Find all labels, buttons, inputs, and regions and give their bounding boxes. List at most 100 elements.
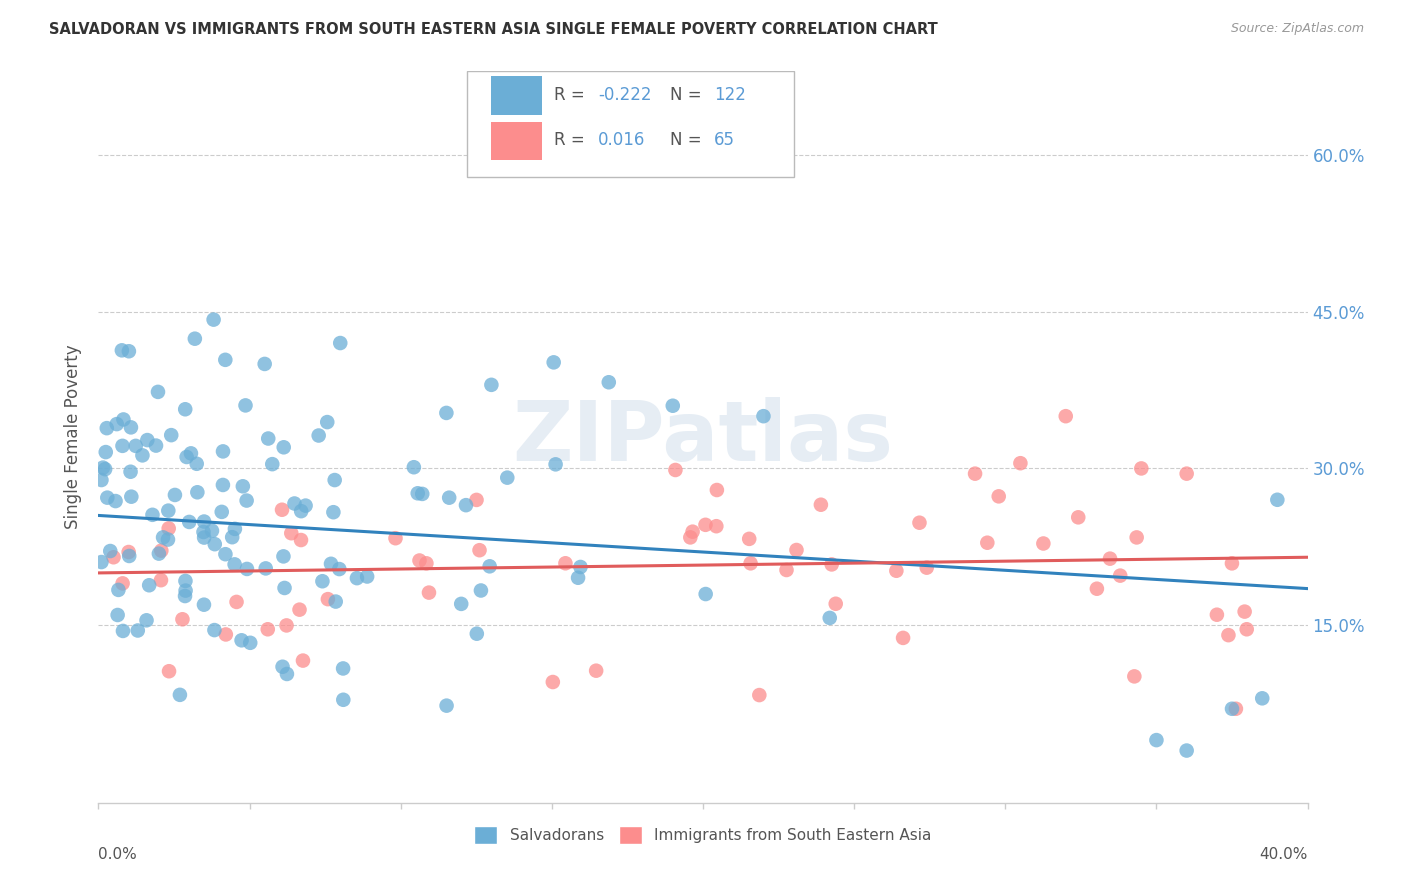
Point [1010, 456, 1032, 470]
Point [1175, 467, 1198, 481]
Point [470, 583, 492, 598]
Point [276, 667, 298, 681]
Point [111, 439, 134, 453]
Point [481, 377, 503, 392]
Point [157, 521, 180, 535]
Point [273, 440, 295, 454]
Point [180, 446, 202, 460]
Point [111, 343, 134, 358]
Text: 122: 122 [714, 86, 745, 103]
Point [193, 531, 215, 545]
Point [160, 428, 183, 442]
Point [235, 398, 257, 412]
Point [418, 585, 440, 599]
Text: R =: R = [554, 86, 591, 103]
Point [1218, 628, 1240, 642]
Point [965, 467, 987, 481]
Text: Source: ZipAtlas.com: Source: ZipAtlas.com [1230, 22, 1364, 36]
Point [288, 602, 311, 616]
Point [212, 444, 235, 458]
Point [215, 627, 238, 641]
Text: ZIPatlas: ZIPatlas [513, 397, 893, 477]
Point [235, 493, 257, 508]
Point [695, 517, 717, 532]
Point [214, 352, 236, 367]
Point [319, 557, 342, 571]
FancyBboxPatch shape [467, 71, 793, 178]
Point [316, 415, 339, 429]
Point [738, 532, 761, 546]
Point [212, 478, 235, 492]
Point [328, 562, 350, 576]
Point [695, 587, 717, 601]
Point [346, 571, 368, 585]
Point [174, 574, 197, 588]
Point [1220, 702, 1243, 716]
Point [94, 445, 117, 459]
Point [1220, 557, 1243, 571]
Point [186, 457, 208, 471]
Point [356, 569, 378, 583]
Point [976, 535, 998, 549]
Point [273, 549, 295, 564]
Point [478, 559, 501, 574]
Point [329, 336, 352, 351]
Point [107, 607, 129, 622]
Point [598, 376, 620, 390]
Point [98, 544, 121, 558]
Point [120, 465, 142, 479]
Point [131, 449, 153, 463]
Point [1125, 530, 1147, 544]
Text: 40.0%: 40.0% [1260, 847, 1308, 862]
Point [554, 556, 576, 570]
Point [311, 574, 333, 589]
Point [201, 524, 224, 538]
Point [225, 595, 247, 609]
Point [1225, 702, 1247, 716]
Point [111, 576, 134, 591]
Point [193, 598, 215, 612]
Point [105, 417, 128, 431]
Point [437, 491, 460, 505]
Point [163, 488, 186, 502]
Point [211, 505, 233, 519]
Point [111, 624, 134, 638]
Text: R =: R = [554, 131, 591, 150]
Point [138, 578, 160, 592]
Point [91, 460, 114, 475]
Point [818, 611, 841, 625]
Point [290, 504, 312, 518]
Point [1032, 536, 1054, 550]
Point [316, 592, 339, 607]
Point [90, 473, 112, 487]
Point [987, 489, 1010, 503]
Point [408, 553, 430, 567]
Point [193, 515, 215, 529]
Legend: Salvadorans, Immigrants from South Eastern Asia: Salvadorans, Immigrants from South Easte… [468, 820, 938, 850]
Point [236, 562, 259, 576]
Point [661, 399, 683, 413]
Point [174, 583, 197, 598]
Point [157, 664, 180, 678]
Text: N =: N = [671, 86, 707, 103]
Point [325, 594, 347, 608]
Point [1233, 605, 1256, 619]
Point [1130, 461, 1153, 475]
Point [262, 457, 284, 471]
Point [184, 332, 207, 346]
Point [541, 675, 564, 690]
Point [96, 491, 118, 505]
Point [136, 433, 159, 447]
Point [1098, 551, 1121, 566]
Point [1067, 510, 1090, 524]
Point [120, 420, 142, 434]
Point [176, 450, 198, 464]
Point [169, 688, 191, 702]
Point [332, 693, 354, 707]
Point [280, 526, 302, 541]
Point [118, 549, 141, 563]
Point [706, 483, 728, 497]
Point [748, 688, 770, 702]
Point [465, 626, 488, 640]
Point [174, 402, 197, 417]
